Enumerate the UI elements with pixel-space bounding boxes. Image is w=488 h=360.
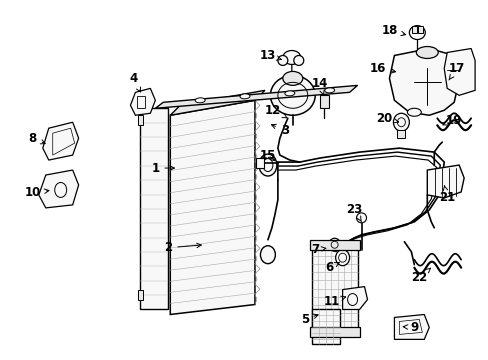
Ellipse shape [282, 71, 302, 85]
Polygon shape [42, 122, 79, 160]
Polygon shape [311, 248, 357, 329]
Ellipse shape [270, 75, 315, 115]
Text: 4: 4 [129, 72, 141, 92]
Ellipse shape [293, 55, 303, 66]
Ellipse shape [285, 91, 294, 96]
Polygon shape [170, 90, 264, 115]
Text: 9: 9 [403, 321, 418, 334]
Text: 1: 1 [151, 162, 174, 175]
Text: 17: 17 [448, 62, 465, 80]
Polygon shape [394, 315, 428, 339]
Polygon shape [130, 88, 155, 115]
Bar [397, 130, 405, 138]
Polygon shape [155, 85, 357, 108]
Bar [309, 240, 359, 250]
Polygon shape [140, 108, 168, 310]
Polygon shape [39, 170, 79, 208]
Text: 22: 22 [410, 268, 429, 284]
Text: 12: 12 [264, 104, 286, 118]
Text: 3: 3 [271, 124, 288, 137]
Bar [411, 26, 416, 32]
Ellipse shape [277, 55, 287, 66]
Ellipse shape [356, 213, 366, 223]
Text: 2: 2 [164, 241, 201, 254]
Ellipse shape [393, 113, 408, 131]
Bar [255, 158, 264, 168]
Text: 10: 10 [25, 186, 49, 199]
Ellipse shape [195, 98, 205, 103]
Ellipse shape [282, 50, 300, 64]
Text: 7: 7 [311, 243, 325, 256]
Ellipse shape [407, 108, 421, 116]
Text: 20: 20 [376, 112, 398, 125]
Text: 13: 13 [259, 49, 281, 62]
Ellipse shape [335, 250, 349, 266]
Polygon shape [342, 287, 367, 310]
Ellipse shape [415, 46, 437, 58]
Bar [137, 96, 145, 108]
Text: 11: 11 [323, 295, 345, 308]
Ellipse shape [328, 238, 340, 251]
Polygon shape [170, 100, 254, 315]
Polygon shape [311, 310, 339, 345]
Text: 6: 6 [325, 261, 339, 274]
Ellipse shape [408, 26, 425, 40]
Text: 16: 16 [368, 62, 395, 75]
Bar [309, 328, 359, 337]
Ellipse shape [259, 154, 276, 176]
Polygon shape [388, 49, 458, 115]
Text: 19: 19 [442, 114, 462, 127]
Ellipse shape [240, 94, 249, 99]
Bar [417, 26, 423, 32]
Polygon shape [443, 49, 474, 95]
Ellipse shape [324, 88, 334, 93]
Text: 8: 8 [29, 132, 45, 145]
Ellipse shape [260, 246, 275, 264]
Text: 18: 18 [381, 24, 405, 37]
Polygon shape [427, 165, 463, 198]
Bar [138, 115, 143, 125]
Bar [319, 95, 328, 108]
Text: 23: 23 [346, 203, 362, 222]
Text: 15: 15 [259, 149, 276, 162]
Bar [138, 289, 143, 300]
Text: 14: 14 [311, 77, 327, 95]
Text: 5: 5 [300, 313, 317, 326]
Text: 21: 21 [438, 186, 454, 204]
